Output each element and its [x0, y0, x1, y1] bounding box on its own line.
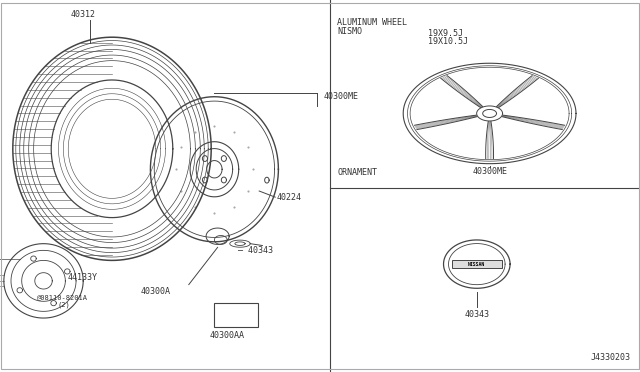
Text: 40300ME: 40300ME — [323, 92, 358, 101]
Text: ALUMINUM WHEEL: ALUMINUM WHEEL — [337, 18, 407, 27]
Text: NISSAN: NISSAN — [468, 262, 485, 267]
Text: — 40343: — 40343 — [238, 246, 273, 255]
Text: (2): (2) — [58, 302, 70, 308]
Text: J4330203: J4330203 — [590, 353, 630, 362]
Text: 19X10.5J: 19X10.5J — [428, 37, 468, 46]
Text: NISMO: NISMO — [337, 27, 362, 36]
Text: 40343: 40343 — [464, 310, 490, 318]
Text: 19X9.5J: 19X9.5J — [428, 29, 463, 38]
Text: 40224: 40224 — [276, 193, 301, 202]
Text: 40300ME: 40300ME — [472, 167, 507, 176]
Text: 40300AA: 40300AA — [210, 331, 244, 340]
Text: 40300A: 40300A — [141, 287, 170, 296]
Text: ORNAMENT: ORNAMENT — [337, 169, 378, 177]
Text: 40312: 40312 — [70, 10, 96, 19]
Text: 44133Y: 44133Y — [67, 273, 97, 282]
Bar — [214, 303, 258, 327]
Bar — [452, 260, 502, 268]
Text: @08110-8201A: @08110-8201A — [37, 295, 88, 301]
